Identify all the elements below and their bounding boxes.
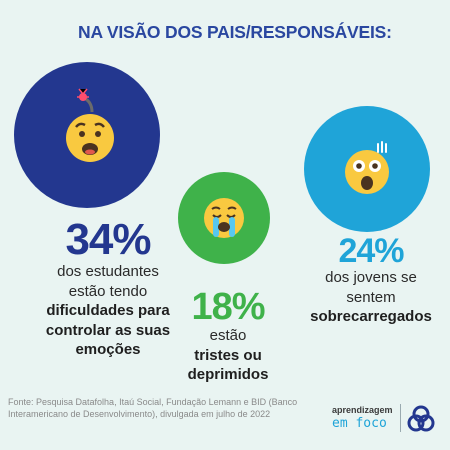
stat-text: sentem: [346, 288, 396, 306]
stat-18: 18% estão tristes ou deprimidos: [172, 288, 284, 385]
stat-percent: 18%: [191, 286, 265, 328]
brand-logo: aprendizagem em foco: [332, 402, 442, 436]
brand-knot-icon: [407, 405, 435, 432]
crying-face-icon: [204, 198, 244, 238]
stat-34: 34% dos estudantes estão tendo dificulda…: [18, 218, 198, 360]
stat-highlight: sobrecarregados: [310, 308, 432, 325]
brand-name-top: aprendizagem: [332, 405, 393, 415]
stat-text: dos jovens se: [325, 269, 417, 286]
stat-highlight: dificuldades para: [46, 302, 170, 319]
source-note: Fonte: Pesquisa Datafolha, Itaú Social, …: [8, 397, 298, 420]
shocked-face-icon: [345, 141, 389, 194]
stat-percent: 34%: [65, 215, 151, 264]
stat-percent: 24%: [338, 232, 404, 270]
stat-text: estão tendo: [68, 282, 148, 300]
stat-highlight: tristes ou: [194, 346, 262, 364]
brand-divider: [400, 404, 401, 432]
stat-highlight: controlar as suas: [45, 321, 171, 339]
stat-text: dos estudantes: [57, 263, 159, 280]
stat-highlight: deprimidos: [187, 366, 269, 383]
stat-text: estão: [209, 327, 247, 344]
stat-highlight: emoções: [75, 341, 141, 358]
page-title: NA VISÃO DOS PAIS/RESPONSÁVEIS:: [78, 22, 392, 42]
worried-bomb-face-icon: [66, 88, 114, 162]
brand-name-bottom: em foco: [332, 416, 387, 431]
stat-24: 24% dos jovens se sentem sobrecarregados: [296, 234, 446, 327]
